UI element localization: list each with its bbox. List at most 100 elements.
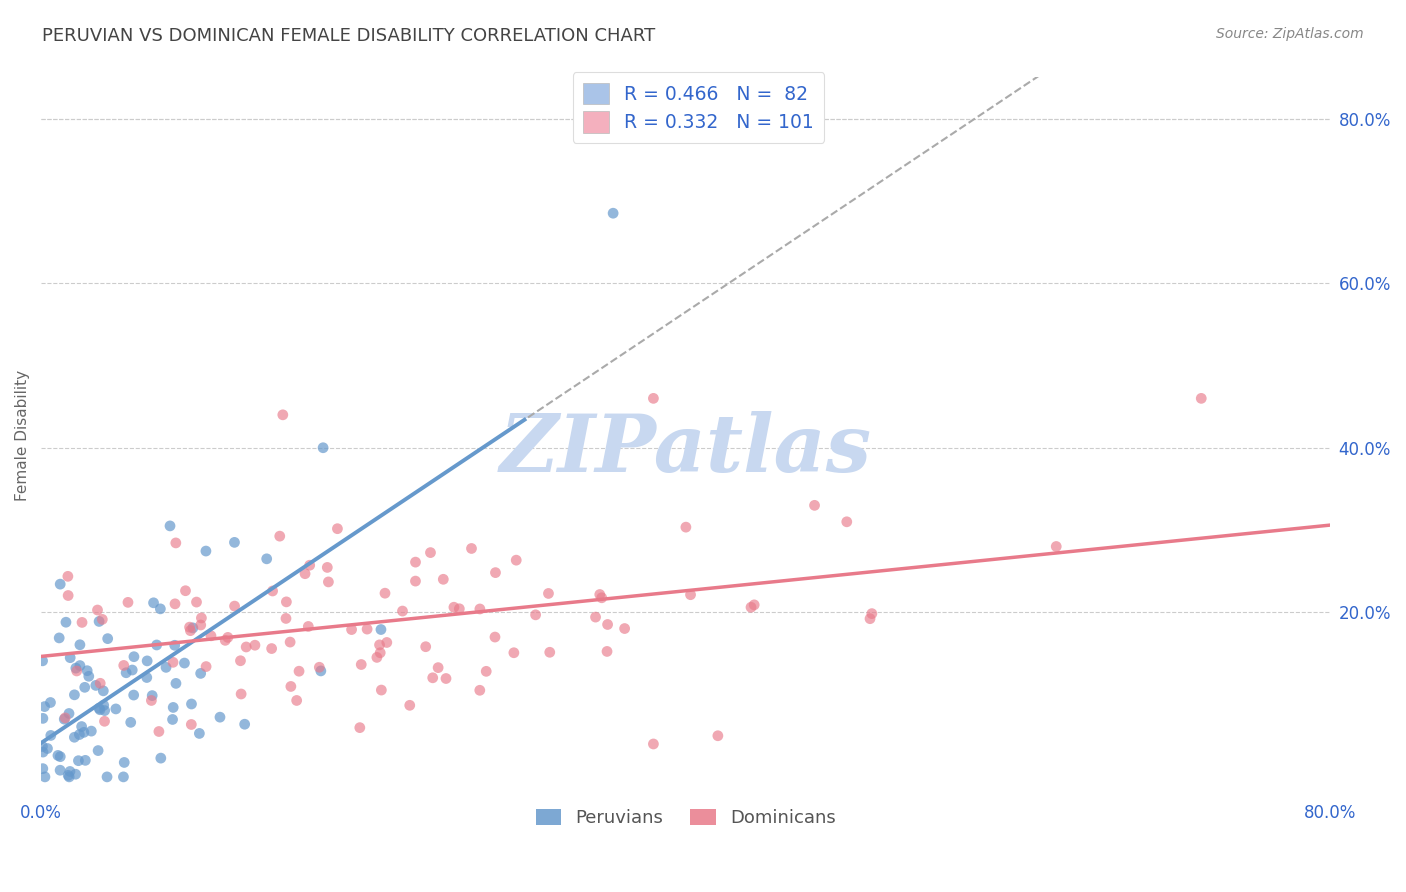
Point [75, 753, 97, 767]
Point [77, 669, 100, 683]
Point [349, 721, 371, 735]
Point [224, 599, 246, 613]
Point [370, 623, 392, 637]
Point [256, 551, 278, 566]
Point [67, 727, 90, 741]
Point [229, 687, 252, 701]
Point [326, 522, 349, 536]
Point [484, 566, 506, 580]
Point [66, 664, 89, 678]
Point [39, 728, 62, 742]
Point [56, 569, 79, 583]
Legend: Peruvians, Dominicans: Peruvians, Dominicans [529, 802, 844, 834]
Point [149, 602, 172, 616]
Point [260, 641, 283, 656]
Point [46, 748, 69, 763]
Text: Source: ZipAtlas.com: Source: ZipAtlas.com [1216, 27, 1364, 41]
Point [443, 600, 465, 615]
Point [162, 656, 184, 670]
Point [141, 689, 163, 703]
Point [165, 536, 187, 550]
Point [115, 665, 138, 680]
Point [415, 640, 437, 654]
Point [537, 586, 560, 600]
Point [179, 620, 201, 634]
Point [297, 619, 319, 633]
Point [374, 586, 396, 600]
Point [208, 710, 231, 724]
Point [589, 587, 612, 601]
Point [308, 660, 330, 674]
Point [350, 657, 373, 672]
Point [419, 546, 441, 560]
Point [679, 588, 702, 602]
Point [538, 645, 561, 659]
Point [285, 693, 308, 707]
Point [707, 729, 730, 743]
Point [145, 638, 167, 652]
Point [112, 756, 135, 770]
Point [70, 720, 93, 734]
Text: PERUVIAN VS DOMINICAN FEMALE DISABILITY CORRELATION CHART: PERUVIAN VS DOMINICAN FEMALE DISABILITY … [42, 27, 655, 45]
Point [803, 499, 825, 513]
Point [49, 763, 72, 777]
Text: ZIPatlas: ZIPatlas [499, 411, 872, 489]
Point [432, 572, 454, 586]
Point [643, 392, 665, 406]
Point [214, 633, 236, 648]
Point [405, 574, 427, 588]
Point [484, 630, 506, 644]
Point [859, 612, 882, 626]
Point [163, 638, 186, 652]
Point [59, 764, 82, 779]
Point [596, 617, 619, 632]
Point [318, 574, 340, 589]
Point [434, 672, 457, 686]
Point [148, 724, 170, 739]
Point [262, 584, 284, 599]
Point [190, 666, 212, 681]
Point [740, 600, 762, 615]
Point [69, 638, 91, 652]
Point [370, 683, 392, 698]
Point [298, 558, 321, 573]
Point [89, 703, 111, 717]
Point [34, 699, 56, 714]
Point [163, 597, 186, 611]
Point [162, 713, 184, 727]
Point [217, 631, 239, 645]
Point [591, 591, 613, 605]
Point [87, 615, 110, 629]
Point [278, 635, 301, 649]
Point [32, 711, 55, 725]
Point [468, 683, 491, 698]
Point [596, 644, 619, 658]
Point [280, 680, 302, 694]
Point [93, 698, 115, 713]
Point [56, 589, 79, 603]
Point [65, 661, 87, 675]
Point [229, 654, 252, 668]
Point [117, 595, 139, 609]
Point [149, 751, 172, 765]
Point [643, 737, 665, 751]
Point [524, 607, 547, 622]
Point [368, 638, 391, 652]
Point [121, 663, 143, 677]
Point [63, 731, 86, 745]
Point [53, 711, 76, 725]
Point [122, 649, 145, 664]
Point [173, 656, 195, 670]
Point [235, 640, 257, 654]
Point [97, 632, 120, 646]
Point [356, 622, 378, 636]
Point [398, 698, 420, 713]
Point [31, 654, 53, 668]
Point [366, 650, 388, 665]
Point [135, 671, 157, 685]
Point [449, 601, 471, 615]
Point [76, 664, 98, 678]
Point [405, 555, 427, 569]
Point [112, 658, 135, 673]
Point [269, 529, 291, 543]
